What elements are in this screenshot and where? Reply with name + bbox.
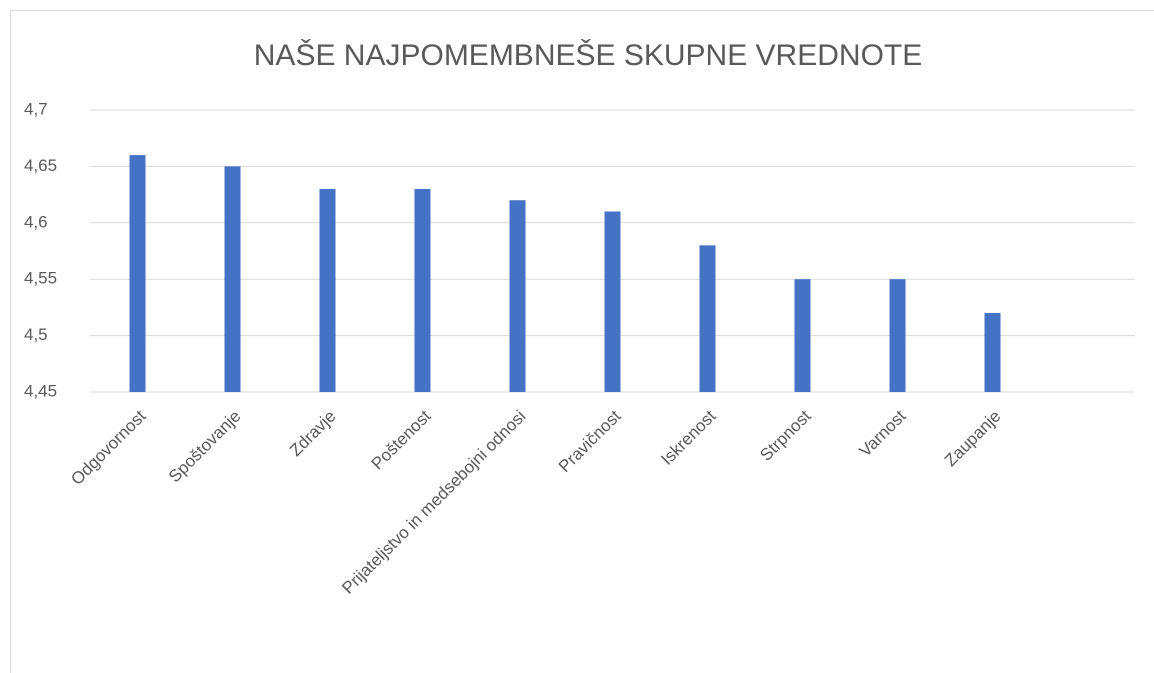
y-tick-label: 4,7 [24,99,48,118]
y-tick-label: 4,55 [24,269,57,288]
bar [224,166,241,392]
y-tick-label: 4,65 [24,156,57,175]
bar [509,200,526,392]
y-tick-label: 4,45 [24,381,57,400]
bar [604,211,621,392]
bar [889,279,906,392]
bar [129,155,146,392]
bar [319,188,336,392]
y-tick-label: 4,5 [24,325,48,344]
chart-title: NAŠE NAJPOMEMBNEŠE SKUPNE VREDNOTE [254,38,922,72]
bar [794,279,811,392]
y-tick-label: 4,6 [24,212,48,231]
bar [699,245,716,392]
bar [984,313,1001,392]
chart-frame [10,10,1154,673]
bar [414,188,431,392]
